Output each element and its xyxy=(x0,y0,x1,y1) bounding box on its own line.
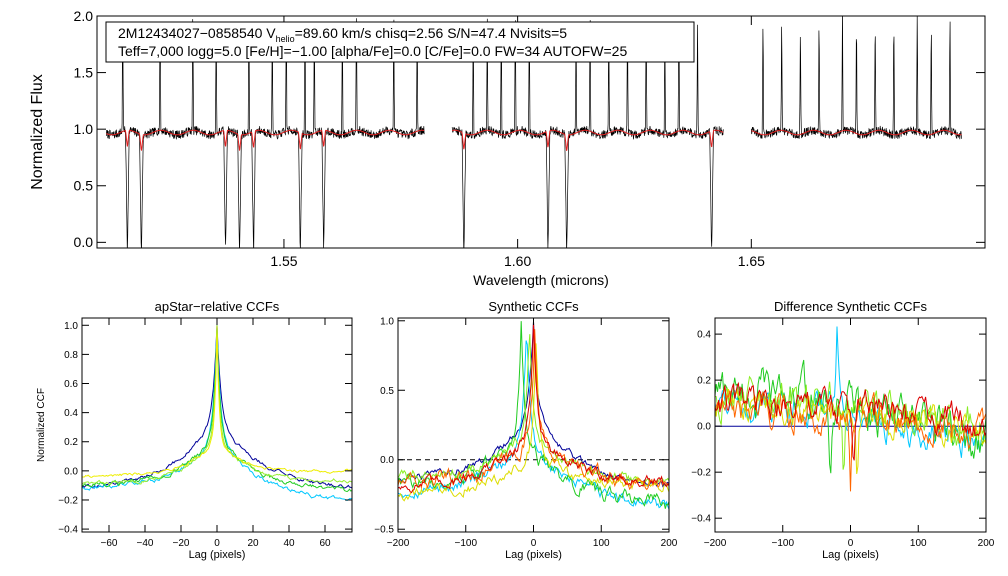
x-tick-label: 1.60 xyxy=(504,253,531,269)
spectrum-line-chip-2 xyxy=(451,18,724,248)
y-tick-label: 0.0 xyxy=(380,455,394,466)
x-tick-label: 1.65 xyxy=(738,253,765,269)
ccf-line-7 xyxy=(715,381,986,461)
x-tick-label: 200 xyxy=(978,538,995,549)
info-line-1-post: =89.60 km/s chisq=2.56 S/N=47.4 Nvisits=… xyxy=(295,25,568,41)
ccf-line-3 xyxy=(82,327,352,493)
y-tick-label: −0.5 xyxy=(374,525,394,536)
axes-frame xyxy=(397,317,670,533)
spectrum-line-chip-1 xyxy=(105,18,425,248)
y-tick-label: 1.0 xyxy=(74,121,94,137)
info-line-2: Teff=7,000 logg=5.0 [Fe/H]=−1.00 [alpha/… xyxy=(118,43,627,59)
y-tick-label: 0.0 xyxy=(64,466,78,477)
chart-panel-0: 1.55 1.60 1.65 0.0 0.5 1.0 1.5 2.0 Wavelength (m… xyxy=(29,8,986,288)
plot-area xyxy=(398,321,669,510)
y-tick-label: 0.0 xyxy=(697,422,711,433)
y-axis-label: Normalized CCF xyxy=(36,388,47,462)
y-tick-label: 0.5 xyxy=(74,178,94,194)
chart-panel-2: −200 −100 0 100 200 −0.5 0.0 0.5 1.0 Lag (pixels)… xyxy=(374,299,678,561)
ccf-line-1 xyxy=(82,324,352,489)
y-tick-label: 0.0 xyxy=(74,234,94,250)
info-line-1-pre: 2M12434027−0858540 V xyxy=(118,25,276,41)
x-axis-label: Lag (pixels) xyxy=(189,549,246,561)
y-tick-label: 0.6 xyxy=(64,379,78,390)
x-axis-label: Lag (pixels) xyxy=(822,549,879,561)
y-tick-label: 0.2 xyxy=(64,437,78,448)
x-tick-label: −100 xyxy=(771,538,794,549)
ccf-line-6 xyxy=(398,329,669,491)
ccf-line-6 xyxy=(715,390,986,492)
x-tick-label: −200 xyxy=(387,538,410,549)
info-box: 2M12434027−0858540 Vhelio=89.60 km/s chi… xyxy=(105,21,695,63)
ccf-line-5 xyxy=(398,343,669,502)
spectrum-line-chip-3 xyxy=(750,16,962,140)
x-tick-label: 200 xyxy=(661,538,678,549)
axes-frame xyxy=(81,317,353,533)
ccf-line-5 xyxy=(82,326,352,478)
y-tick-label: 0.4 xyxy=(64,408,78,419)
y-tick-label: 2.0 xyxy=(74,8,94,24)
x-tick-label: −200 xyxy=(704,538,727,549)
axes-frame xyxy=(96,15,986,249)
x-tick-label: 40 xyxy=(283,538,295,549)
info-line-1: 2M12434027−0858540 Vhelio=89.60 km/s chi… xyxy=(118,25,567,44)
y-tick-label: 1.0 xyxy=(64,321,78,332)
x-tick-label: 100 xyxy=(910,538,927,549)
chart-panel-3: −200 −100 0 100 200 −0.4 −0.2 0.0 0.2 0.4 Lag (pix… xyxy=(691,299,995,561)
ccf-line-2 xyxy=(398,340,669,510)
chart-title: Synthetic CCFs xyxy=(488,299,579,314)
ccf-line-4 xyxy=(715,375,986,470)
x-tick-label: 1.55 xyxy=(270,253,297,269)
y-tick-label: −0.2 xyxy=(58,495,78,506)
y-tick-label: 0.5 xyxy=(380,386,394,397)
x-axis-label: Wavelength (microns) xyxy=(473,272,609,288)
y-tick-label: 0.8 xyxy=(64,350,78,361)
x-tick-label: 20 xyxy=(247,538,259,549)
y-tick-label: 0.2 xyxy=(697,376,711,387)
model-line-chip-2 xyxy=(452,129,724,151)
x-tick-label: 100 xyxy=(593,538,610,549)
plot-area xyxy=(715,326,986,492)
y-tick-label: −0.4 xyxy=(691,514,711,525)
x-tick-label: 0 xyxy=(848,538,854,549)
x-tick-label: −60 xyxy=(101,538,118,549)
x-axis-label: Lag (pixels) xyxy=(505,549,562,561)
model-line-chip-1 xyxy=(106,129,425,151)
chart-title: Difference Synthetic CCFs xyxy=(774,299,927,314)
info-line-1-sub: helio xyxy=(276,34,295,44)
chart-title: apStar−relative CCFs xyxy=(155,299,280,314)
x-tick-label: −100 xyxy=(454,538,477,549)
chart-panel-1: −60 −40 −20 0 20 40 60 −0.4 −0.2 0.0 0.2 0.4 0.6 0.8 1… xyxy=(36,299,353,561)
x-tick-label: 0 xyxy=(214,538,220,549)
x-tick-label: 0 xyxy=(531,538,537,549)
plot-area xyxy=(82,324,352,501)
info-box-frame xyxy=(105,21,695,63)
y-tick-label: −0.4 xyxy=(58,525,78,536)
x-tick-label: −40 xyxy=(137,538,154,549)
plot-area xyxy=(105,16,962,248)
y-tick-label: −0.2 xyxy=(691,468,711,479)
model-line-chip-3 xyxy=(751,129,962,136)
y-axis-label: Normalized Flux xyxy=(29,74,46,190)
x-tick-label: −20 xyxy=(173,538,190,549)
x-tick-label: 60 xyxy=(319,538,331,549)
y-tick-label: 1.0 xyxy=(380,316,394,327)
y-tick-label: 1.5 xyxy=(74,64,94,80)
y-tick-label: 0.4 xyxy=(697,330,711,341)
